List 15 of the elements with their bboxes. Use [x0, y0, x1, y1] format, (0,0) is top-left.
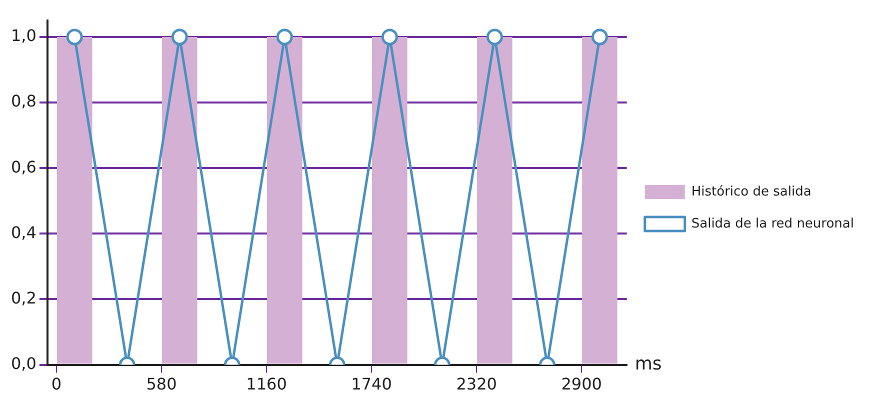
x-tick-label: 2320 — [456, 374, 497, 394]
x-tick-label: 0 — [51, 374, 62, 394]
y-tick-label: 0,4 — [10, 222, 36, 242]
y-tick-label: 0,0 — [10, 354, 36, 373]
y-tick-label: 0,8 — [10, 92, 36, 111]
x-tick-label: 1160 — [246, 374, 287, 394]
y-tick-label: 0,2 — [10, 288, 36, 308]
legend-label: Histórico de salida — [691, 184, 812, 200]
y-tick-label: 1,0 — [10, 26, 36, 46]
y-tick-label: 0,6 — [10, 157, 36, 176]
x-tick-label: 2900 — [561, 374, 602, 394]
legend-label: Salida de la red neuronal — [691, 216, 854, 232]
x-axis-title: ms — [634, 353, 662, 374]
x-tick-label: 580 — [146, 374, 177, 394]
x-tick-label: 1740 — [351, 374, 392, 394]
